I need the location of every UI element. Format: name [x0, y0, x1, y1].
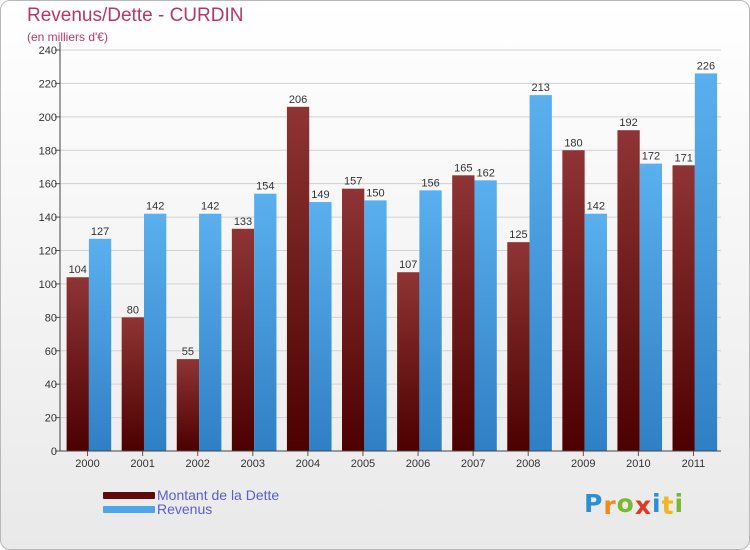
- grid-layer: [60, 49, 721, 452]
- data-label-revenus: 142: [201, 201, 219, 213]
- data-label-revenus: 213: [532, 82, 550, 94]
- bar-revenus: [88, 238, 112, 451]
- bar-revenus: [419, 190, 442, 451]
- y-tick-label: 220: [39, 78, 57, 90]
- y-tick-label: 240: [39, 45, 57, 57]
- proxiti-logo: Proxiti: [584, 489, 685, 520]
- data-label-revenus: 149: [311, 189, 329, 201]
- bar-dette: [231, 228, 255, 451]
- data-label-dette: 133: [234, 216, 252, 228]
- chart-title: Revenus/Dette - CURDIN: [27, 5, 244, 26]
- data-label-dette: 80: [127, 304, 139, 316]
- chart-subtitle: (en milliers d'€): [27, 30, 108, 44]
- bar-revenus: [639, 163, 663, 451]
- bar-dette: [286, 106, 310, 451]
- bar-dette: [397, 272, 420, 451]
- data-label-revenus: 162: [476, 167, 494, 179]
- bar-revenus: [474, 180, 497, 451]
- data-label-dette: 107: [399, 259, 417, 271]
- x-tick-label: 2000: [75, 458, 99, 470]
- y-tick-label: 60: [45, 346, 57, 358]
- y-tick-label: 200: [39, 112, 57, 124]
- legend-swatch-revenus: [103, 506, 155, 513]
- data-label-dette: 125: [509, 229, 527, 241]
- x-tick-label: 2001: [130, 458, 154, 470]
- data-label-revenus: 142: [146, 201, 164, 213]
- data-label-dette: 206: [289, 94, 307, 106]
- bar-revenus: [309, 202, 332, 451]
- x-tick-label: 2005: [351, 458, 375, 470]
- bar-revenus: [199, 213, 222, 451]
- bar-revenus: [364, 200, 387, 451]
- legend-label-dette: Montant de la Dette: [157, 487, 280, 503]
- logo-letter: x: [634, 491, 652, 520]
- legend-label-revenus: Revenus: [157, 501, 213, 517]
- bar-dette: [562, 150, 585, 451]
- legend-swatch-dette: [103, 492, 155, 499]
- bar-dette: [342, 188, 365, 451]
- bar-revenus: [584, 213, 607, 451]
- data-label-dette: 55: [182, 346, 194, 358]
- axis-layer: 0 20 40 60 80 100 120 140 160 180 200 220 240 2000 200…: [39, 42, 721, 470]
- data-label-revenus: 142: [587, 201, 605, 213]
- y-tick-label: 160: [39, 179, 57, 191]
- data-label-revenus: 127: [91, 226, 109, 238]
- bar-revenus: [143, 213, 167, 451]
- data-label-dette: 180: [564, 137, 582, 149]
- y-tick-label: 180: [39, 145, 57, 157]
- logo-letter: r: [603, 491, 617, 520]
- x-tick-label: 2011: [682, 458, 706, 470]
- data-label-dette: 171: [674, 152, 692, 164]
- x-tick-label: 2010: [626, 458, 650, 470]
- data-label-revenus: 156: [421, 177, 439, 189]
- bar-revenus: [254, 193, 277, 452]
- logo-letter: i: [652, 489, 662, 518]
- y-tick-label: 120: [39, 246, 57, 258]
- x-tick-label: 2003: [241, 458, 265, 470]
- logo-letter: o: [616, 489, 635, 518]
- data-labels-layer: 104 127 80 142 55 142 133 154 206 149 157 150 107 156…: [69, 60, 716, 358]
- bar-dette: [452, 175, 475, 451]
- data-label-revenus: 150: [366, 187, 384, 199]
- x-tick-label: 2006: [406, 458, 430, 470]
- data-label-dette: 104: [69, 264, 87, 276]
- bar-dette: [176, 359, 200, 451]
- bar-dette: [617, 130, 640, 451]
- bar-dette: [66, 277, 89, 451]
- x-tick-label: 2004: [296, 458, 320, 470]
- bar-revenus: [694, 73, 718, 452]
- x-tick-label: 2007: [461, 458, 485, 470]
- data-label-revenus: 172: [642, 151, 660, 163]
- data-label-dette: 165: [454, 162, 472, 174]
- bar-dette: [672, 165, 695, 451]
- x-tick-label: 2008: [516, 458, 540, 470]
- bar-revenus: [529, 95, 552, 452]
- logo-letter: i: [674, 489, 685, 518]
- data-label-dette: 157: [344, 176, 362, 188]
- data-label-revenus: 226: [697, 60, 715, 72]
- y-tick-label: 80: [45, 312, 57, 324]
- y-tick-label: 40: [45, 379, 57, 391]
- bar-dette: [121, 317, 144, 451]
- data-label-dette: 192: [619, 117, 637, 129]
- logo-letter: P: [584, 489, 604, 518]
- x-tick-label: 2009: [571, 458, 595, 470]
- x-tick-label: 2002: [185, 458, 209, 470]
- bars-layer: [66, 73, 718, 452]
- data-label-revenus: 154: [256, 181, 274, 193]
- y-tick-label: 100: [39, 279, 57, 291]
- bar-dette: [507, 242, 530, 451]
- y-tick-label: 0: [51, 446, 57, 458]
- y-tick-label: 20: [45, 413, 57, 425]
- logo-letter: t: [661, 491, 675, 520]
- y-tick-label: 140: [39, 212, 57, 224]
